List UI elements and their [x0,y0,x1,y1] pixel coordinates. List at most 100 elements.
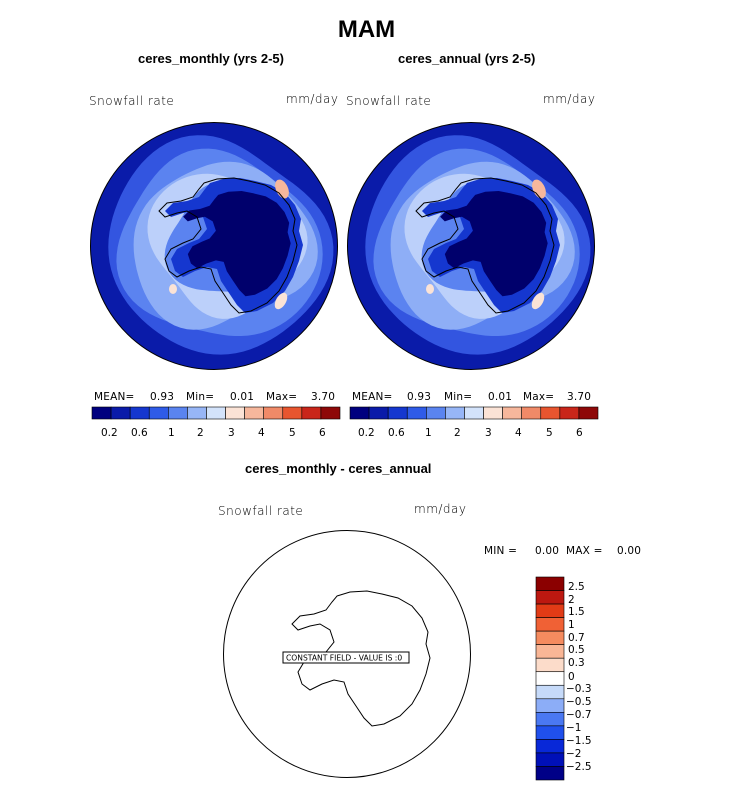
mean-label-annual: MEAN= [352,391,393,403]
main-title: MAM [337,16,396,43]
diff-max-value: 0.00 [617,545,642,557]
colorbar-tick-label: 3 [485,427,492,439]
colorbar-tick-label: 1 [568,619,575,631]
colorbar-swatch [521,406,542,420]
colorbar-tick-label: 0.6 [388,427,405,439]
colorbar-tick-label: 1 [425,427,432,439]
field-local-maximum [169,284,177,294]
colorbar-swatch [483,406,503,420]
colorbar-swatch [502,406,522,420]
colorbar-tick-label: −0.5 [566,696,592,708]
units-annual: mm/day [543,92,596,106]
colorbar-annual [349,406,599,420]
colorbar-difference-labels: 2.5 2 1.5 1 0.7 0.5 0.3 0 −0.3 −0.5 −0.7… [566,576,628,781]
colorbar-swatch [535,739,565,754]
colorbar-swatches [349,406,599,420]
colorbar-tick-label: 0.6 [131,427,148,439]
polar-map-annual [347,122,595,370]
map-boundary [90,122,338,370]
constant-field-box [282,651,410,664]
colorbar-swatch [320,406,341,420]
colorbar-tick-label: 0.7 [568,632,585,644]
coastline [158,177,298,314]
diff-var-label: Snowfall rate [218,504,304,518]
colorbar-tick-label: 0.2 [358,427,375,439]
colorbar-tick-label: 4 [515,427,522,439]
colorbar-tick-label: 2 [454,427,461,439]
coastline [415,177,555,314]
colorbar-swatch [263,406,284,420]
colorbar-swatch [110,406,131,420]
colorbar-tick-label: 2.5 [568,581,585,593]
colorbar-tick-label: 6 [576,427,583,439]
colorbar-swatch [244,406,264,420]
colorbar-tick-label: 0.2 [101,427,118,439]
field-local-maximum [531,292,545,310]
mean-value-monthly: 0.93 [150,391,175,403]
colorbar-swatch [535,766,565,781]
colorbar-swatch [206,406,226,420]
colorbar-tick-label: 3 [228,427,235,439]
colorbar-swatch [349,406,370,420]
colorbar-tick-label: −1.5 [566,735,592,747]
colorbar-tick-label: −2.5 [566,761,592,773]
colorbar-tick-label: −0.7 [566,709,592,721]
colorbar-swatch [535,590,565,605]
var-label-annual: Snowfall rate [346,94,432,108]
colorbar-swatch [464,406,484,420]
colorbar-tick-label: 0.3 [568,657,585,669]
colorbar-swatch [535,576,565,591]
panel-title-monthly: ceres_monthly (yrs 2-5) [138,51,284,66]
antarctica-coastline [291,590,431,727]
colorbar-difference [535,576,565,781]
colorbar-swatch [535,725,565,740]
diff-units: mm/day [414,502,467,516]
max-label-annual: Max= [523,391,555,403]
colorbar-tick-label: 5 [289,427,296,439]
max-label-monthly: Max= [266,391,298,403]
colorbar-swatch [535,698,565,713]
colorbar-tick-label: 1 [168,427,175,439]
colorbar-swatch [406,406,427,420]
colorbar-tick-label: 1.5 [568,606,585,618]
polar-map-difference: CONSTANT FIELD - VALUE IS :0 [223,530,471,778]
field-interior-minimum [183,191,291,297]
colorbar-tick-label: 6 [319,427,326,439]
max-value-monthly: 3.70 [311,391,336,403]
colorbar-swatch [187,406,207,420]
panel-title-annual: ceres_annual (yrs 2-5) [398,51,536,66]
colorbar-swatch [535,684,565,700]
colorbar-tick-label: 0 [568,671,575,683]
colorbar-tick-label: −0.3 [566,683,592,695]
colorbar-swatch [426,406,446,420]
colorbar-tick-label: 2 [197,427,204,439]
constant-field-text: CONSTANT FIELD - VALUE IS :0 [286,654,402,663]
colorbar-swatch [282,406,303,420]
colorbar-swatch [129,406,150,420]
polar-map-monthly [90,122,338,370]
colorbar-swatch [540,406,561,420]
map-boundary [347,122,595,370]
colorbar-swatch [578,406,599,420]
colorbar-swatch [368,406,389,420]
diff-min-value: 0.00 [535,545,560,557]
colorbar-swatch [535,712,565,727]
colorbar-swatches [91,406,341,420]
colorbar-tick-label: 5 [546,427,553,439]
colorbar-swatch [91,406,112,420]
colorbar-swatch [535,644,565,659]
diff-title: ceres_monthly - ceres_annual [245,461,432,476]
mean-value-annual: 0.93 [407,391,432,403]
colorbar-tick-label: 4 [258,427,265,439]
colorbar-swatch [225,406,245,420]
colorbar-swatch [445,406,465,420]
colorbar-swatch [559,406,580,420]
snowfall-field-monthly [90,122,338,370]
var-label-monthly: Snowfall rate [89,94,175,108]
field-local-maximum [275,179,289,199]
min-value-monthly: 0.01 [230,391,255,403]
coastline [291,590,431,727]
colorbar-swatch [148,406,169,420]
colorbar-swatch [535,630,565,645]
colorbar-swatch [387,406,408,420]
